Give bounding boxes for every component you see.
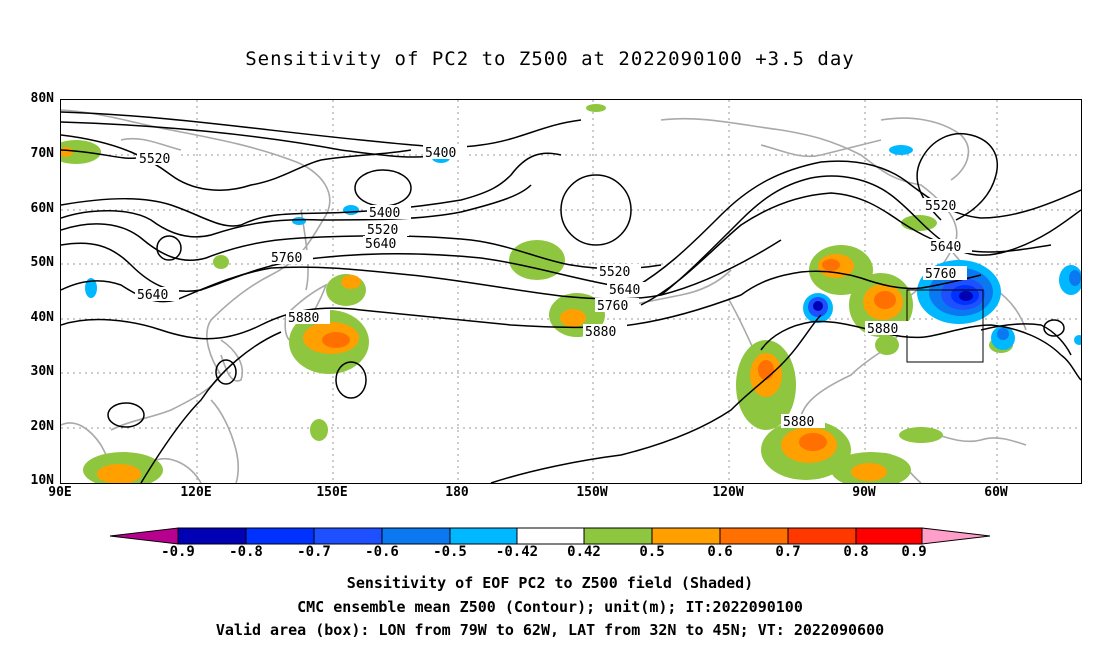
contour-label: 5880 xyxy=(783,415,814,430)
colorbar-label: 0.9 xyxy=(901,544,927,560)
contour-label-bg xyxy=(595,298,639,312)
lat-label-10n: 10N xyxy=(30,473,54,488)
colorbar-segment xyxy=(787,527,857,545)
contour-label: 5880 xyxy=(867,322,898,337)
colorbar-label: 0.5 xyxy=(639,544,665,560)
map-canvas: 5520 5400 5400 5520 5640 5760 5640 5880 … xyxy=(61,100,1081,483)
contour-label: 5640 xyxy=(365,237,396,252)
colorbar-segment xyxy=(516,527,585,545)
contour-label-bg xyxy=(363,236,407,250)
contour-label-bg xyxy=(286,310,330,324)
contour-label: 5880 xyxy=(288,311,319,326)
colorbar-segment xyxy=(583,527,653,545)
contour-label: 5760 xyxy=(271,251,302,266)
grid-lines xyxy=(61,100,1081,483)
colorbar-segment xyxy=(651,527,721,545)
contour-label-bg xyxy=(923,198,967,212)
contour-label-bg xyxy=(781,414,825,428)
contour-label-bg xyxy=(423,145,467,159)
lat-label-30n: 30N xyxy=(30,364,54,379)
contour-label: 5880 xyxy=(585,325,616,340)
contour-label-bg xyxy=(865,321,909,335)
colorbar-label: 0.6 xyxy=(707,544,733,560)
lon-label-150e: 150E xyxy=(316,485,348,500)
contour-label-bg xyxy=(365,222,409,236)
contour-label-bg xyxy=(135,287,179,301)
colorbar-label: -0.6 xyxy=(365,544,399,560)
lat-label-20n: 20N xyxy=(30,419,54,434)
contour-label: 5400 xyxy=(369,206,400,221)
contour-label: 5640 xyxy=(609,283,640,298)
colorbar-segment xyxy=(177,527,247,545)
map-panel: 5520 5400 5400 5520 5640 5760 5640 5880 … xyxy=(60,99,1082,484)
contour-label: 5760 xyxy=(925,267,956,282)
colorbar-segment xyxy=(449,527,518,545)
colorbar-segment xyxy=(381,527,451,545)
contour-label-bg xyxy=(583,324,627,338)
colorbar-segment xyxy=(855,527,923,545)
footer-line-3: Valid area (box): LON from 79W to 62W, L… xyxy=(215,621,885,639)
contour-label: 5520 xyxy=(367,223,398,238)
colorbar-segment xyxy=(719,527,789,545)
contour-label-group: 5520 5400 5400 5520 5640 5760 5640 5880 … xyxy=(135,145,972,430)
lon-label-60w: 60W xyxy=(984,485,1008,500)
colorbar-label: -0.5 xyxy=(433,544,467,560)
lon-label-120e: 120E xyxy=(180,485,212,500)
lat-label-40n: 40N xyxy=(30,310,54,325)
colorbar-label: 0.7 xyxy=(775,544,801,560)
footer-line-1: Sensitivity of EOF PC2 to Z500 field (Sh… xyxy=(346,574,754,592)
footer-line-2: CMC ensemble mean Z500 (Contour); unit(m… xyxy=(297,598,803,616)
lat-label-70n: 70N xyxy=(30,146,54,161)
colorbar xyxy=(109,527,991,545)
contour-label: 5400 xyxy=(425,146,456,161)
contour-label: 5640 xyxy=(930,240,961,255)
contour-label: 5640 xyxy=(137,288,168,303)
colorbar-label: -0.8 xyxy=(229,544,263,560)
lat-label-60n: 60N xyxy=(30,201,54,216)
colorbar-label: 0.8 xyxy=(843,544,869,560)
colorbar-segment xyxy=(921,527,991,545)
lon-label-90w: 90W xyxy=(852,485,876,500)
colorbar-label: 0.42 xyxy=(567,544,601,560)
lon-label-120w: 120W xyxy=(712,485,744,500)
contour-label-bg xyxy=(923,266,967,280)
lon-label-180: 180 xyxy=(445,485,469,500)
contour-label: 5520 xyxy=(139,152,170,167)
colorbar-segment xyxy=(245,527,315,545)
colorbar-segment xyxy=(313,527,383,545)
lat-label-50n: 50N xyxy=(30,255,54,270)
contour-label-bg xyxy=(269,250,313,264)
contour-label: 5520 xyxy=(925,199,956,214)
contour-label-bg xyxy=(137,151,181,165)
colorbar-label: -0.42 xyxy=(495,544,539,560)
contour-label-bg xyxy=(928,239,972,253)
contour-label: 5760 xyxy=(597,299,628,314)
lon-label-90e: 90E xyxy=(48,485,72,500)
lon-label-150w: 150W xyxy=(576,485,608,500)
contour-label: 5520 xyxy=(599,265,630,280)
colorbar-label: -0.9 xyxy=(161,544,195,560)
sensitivity-shading xyxy=(61,104,1081,483)
plot-title: Sensitivity of PC2 to Z500 at 2022090100… xyxy=(245,48,855,70)
contour-label-bg xyxy=(607,282,651,296)
colorbar-label: -0.7 xyxy=(297,544,331,560)
contour-label-bg xyxy=(367,205,411,219)
contour-label-bg xyxy=(597,264,641,278)
lat-label-80n: 80N xyxy=(30,91,54,106)
colorbar-segment xyxy=(109,527,179,545)
